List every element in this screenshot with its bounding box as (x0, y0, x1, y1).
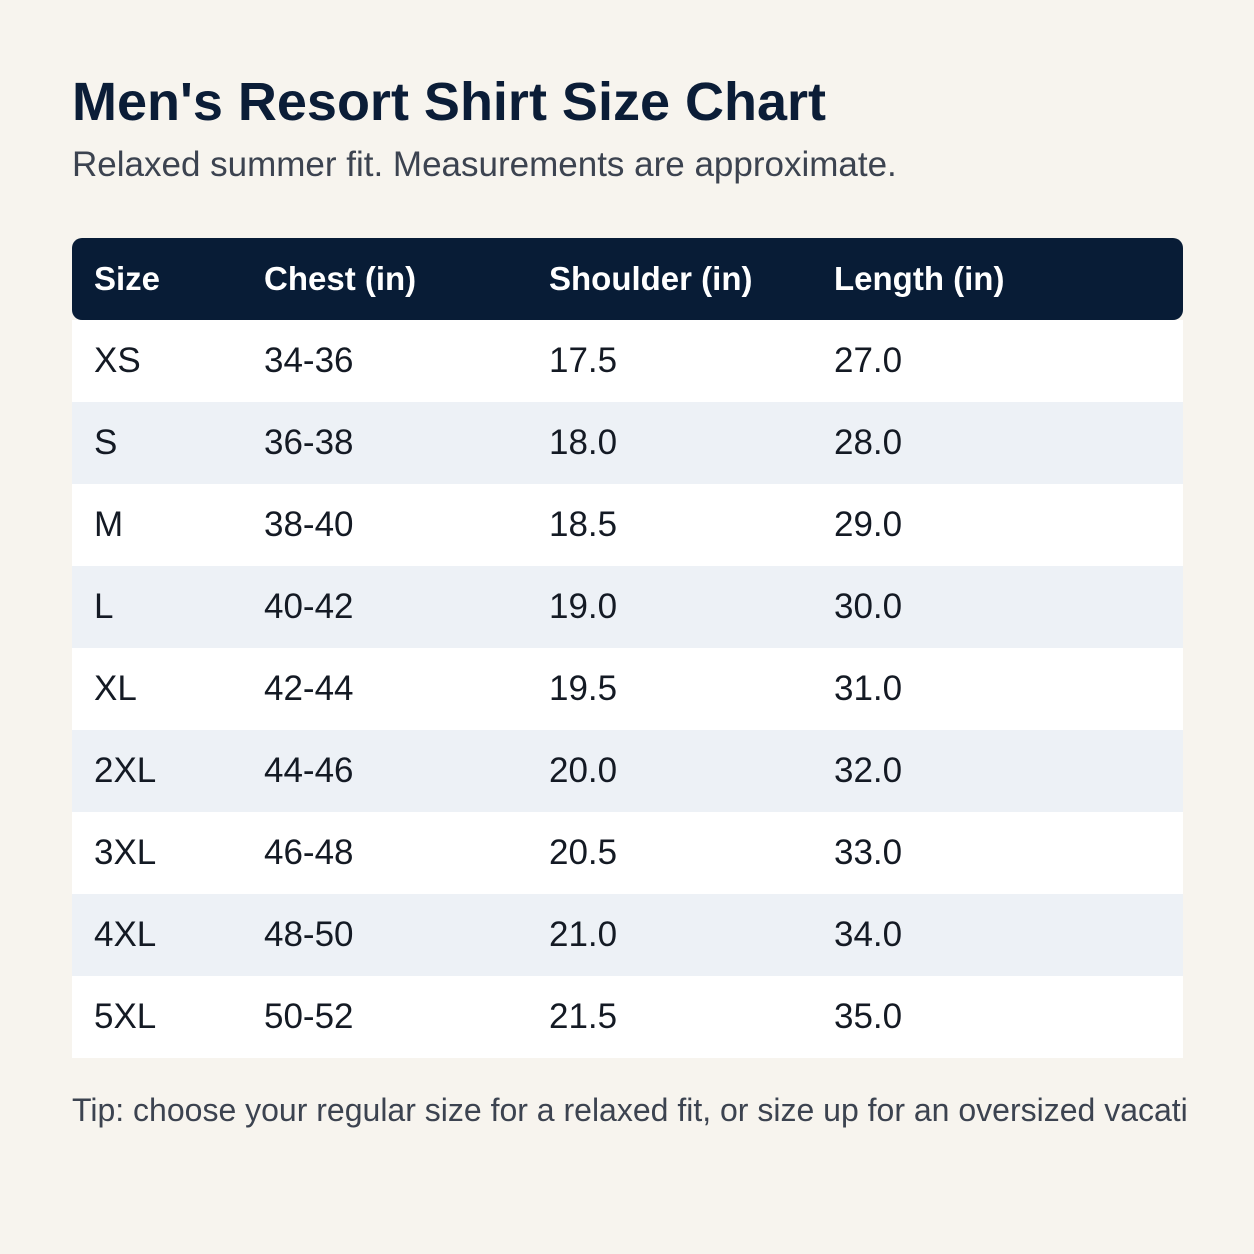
column-header-chest: Chest (in) (242, 238, 527, 320)
table-row: L 40-42 19.0 30.0 (72, 566, 1183, 648)
cell-shoulder: 21.0 (527, 894, 812, 976)
cell-shoulder: 20.5 (527, 812, 812, 894)
cell-chest: 46-48 (242, 812, 527, 894)
cell-chest: 34-36 (242, 320, 527, 402)
cell-length: 29.0 (812, 484, 1183, 566)
cell-length: 33.0 (812, 812, 1183, 894)
table-row: 3XL 46-48 20.5 33.0 (72, 812, 1183, 894)
cell-size: 4XL (72, 894, 242, 976)
cell-size: XL (72, 648, 242, 730)
cell-length: 31.0 (812, 648, 1183, 730)
cell-chest: 40-42 (242, 566, 527, 648)
cell-length: 34.0 (812, 894, 1183, 976)
cell-shoulder: 20.0 (527, 730, 812, 812)
cell-size: 3XL (72, 812, 242, 894)
table-row: S 36-38 18.0 28.0 (72, 402, 1183, 484)
cell-length: 30.0 (812, 566, 1183, 648)
table-row: XL 42-44 19.5 31.0 (72, 648, 1183, 730)
column-header-length: Length (in) (812, 238, 1183, 320)
column-header-shoulder: Shoulder (in) (527, 238, 812, 320)
cell-chest: 36-38 (242, 402, 527, 484)
cell-size: M (72, 484, 242, 566)
cell-length: 32.0 (812, 730, 1183, 812)
cell-chest: 44-46 (242, 730, 527, 812)
table-row: 5XL 50-52 21.5 35.0 (72, 976, 1183, 1058)
cell-chest: 38-40 (242, 484, 527, 566)
cell-shoulder: 18.5 (527, 484, 812, 566)
cell-length: 28.0 (812, 402, 1183, 484)
cell-length: 35.0 (812, 976, 1183, 1058)
cell-size: L (72, 566, 242, 648)
cell-shoulder: 19.0 (527, 566, 812, 648)
column-header-size: Size (72, 238, 242, 320)
cell-size: XS (72, 320, 242, 402)
table-row: 2XL 44-46 20.0 32.0 (72, 730, 1183, 812)
page-title: Men's Resort Shirt Size Chart (72, 72, 826, 132)
cell-shoulder: 19.5 (527, 648, 812, 730)
table-header-row: Size Chest (in) Shoulder (in) Length (in… (72, 238, 1183, 320)
cell-chest: 42-44 (242, 648, 527, 730)
cell-shoulder: 17.5 (527, 320, 812, 402)
size-chart-table: Size Chest (in) Shoulder (in) Length (in… (72, 238, 1183, 1058)
cell-chest: 50-52 (242, 976, 527, 1058)
page-subtitle: Relaxed summer fit. Measurements are app… (72, 145, 897, 184)
table-body: XS 34-36 17.5 27.0 S 36-38 18.0 28.0 M 3… (72, 320, 1183, 1058)
cell-size: 5XL (72, 976, 242, 1058)
table-row: 4XL 48-50 21.0 34.0 (72, 894, 1183, 976)
table-header: Size Chest (in) Shoulder (in) Length (in… (72, 238, 1183, 320)
cell-shoulder: 18.0 (527, 402, 812, 484)
table-row: M 38-40 18.5 29.0 (72, 484, 1183, 566)
cell-length: 27.0 (812, 320, 1183, 402)
cell-shoulder: 21.5 (527, 976, 812, 1058)
cell-size: 2XL (72, 730, 242, 812)
table-row: XS 34-36 17.5 27.0 (72, 320, 1183, 402)
cell-chest: 48-50 (242, 894, 527, 976)
cell-size: S (72, 402, 242, 484)
sizing-tip: Tip: choose your regular size for a rela… (72, 1092, 1188, 1128)
